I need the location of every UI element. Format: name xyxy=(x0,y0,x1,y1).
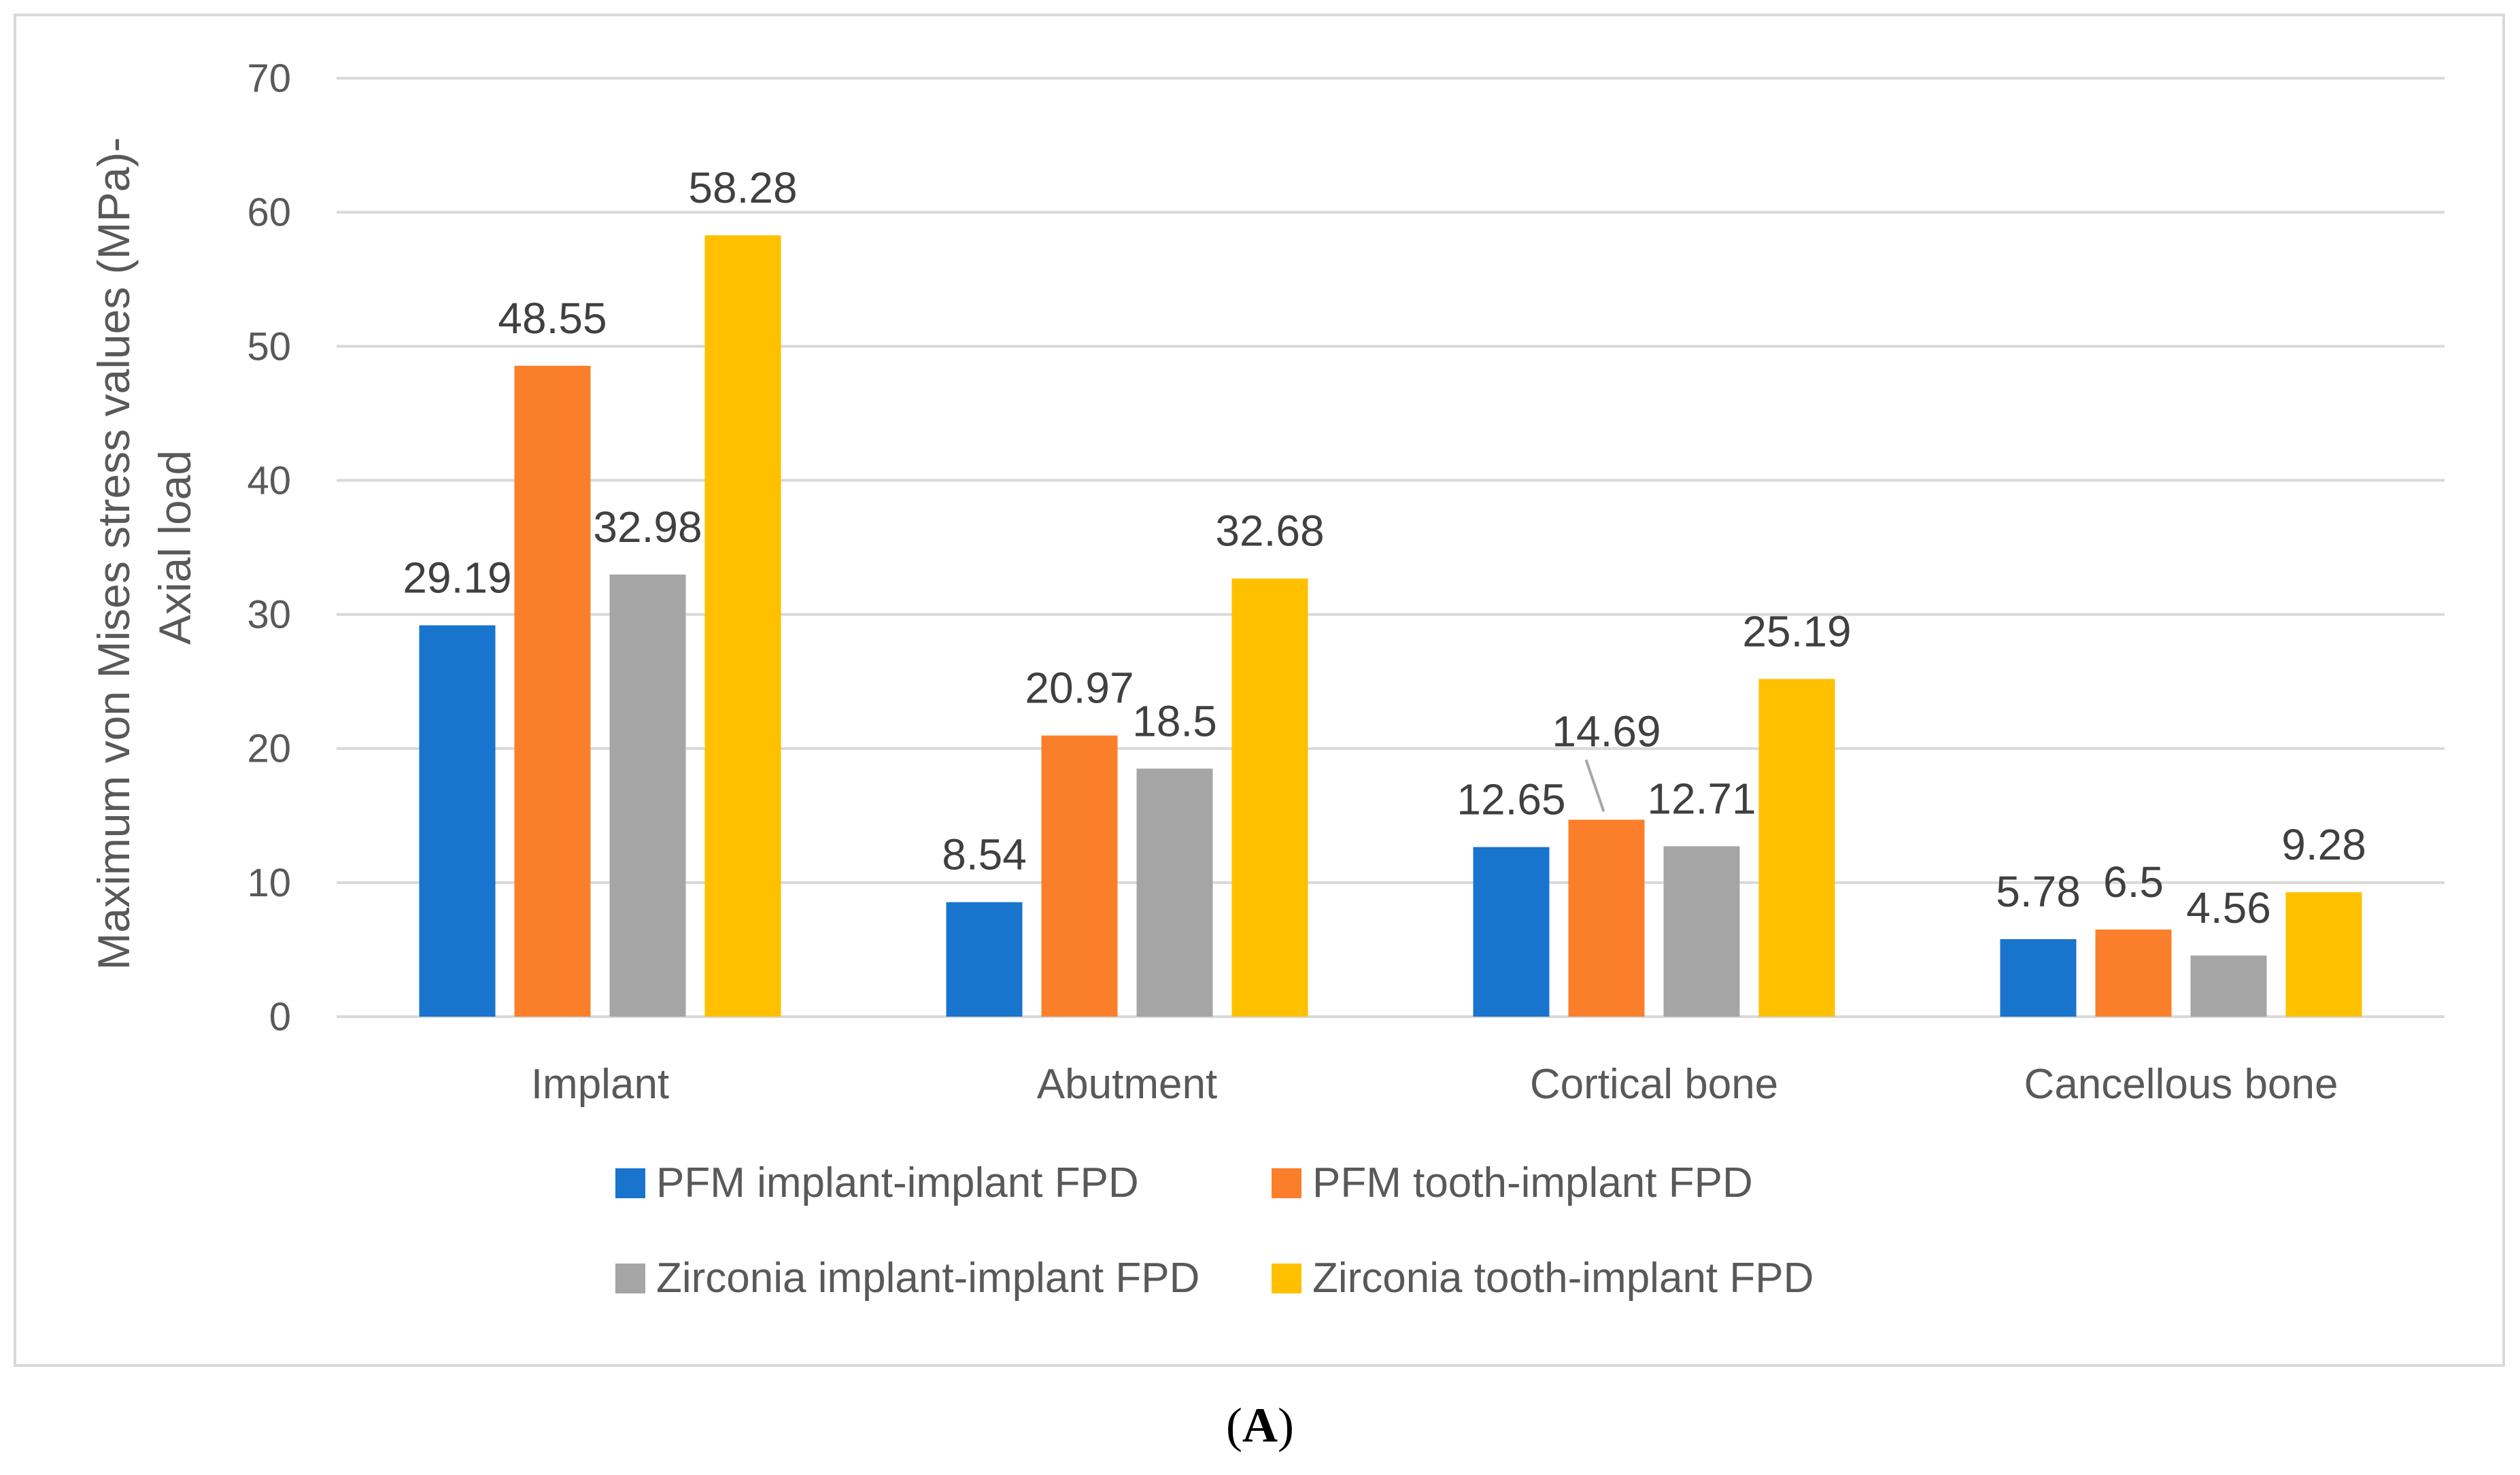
data-label-cortical-bone-series-4: 25.19 xyxy=(1742,607,1851,656)
data-label-implant-series-2: 48.55 xyxy=(498,294,607,343)
y-tick-label-50: 50 xyxy=(247,324,291,369)
gridlines xyxy=(337,77,2445,1018)
legend-label-3: Zirconia implant-implant FPD xyxy=(656,1255,1199,1302)
category-label-cortical-bone: Cortical bone xyxy=(1530,1061,1778,1108)
caption-letter: A xyxy=(1242,1398,1278,1453)
data-label-cancellous-bone-series-3: 4.56 xyxy=(2186,883,2271,932)
bar-abutment-series-4 xyxy=(1231,578,1308,1017)
y-tick-label-30: 30 xyxy=(247,593,291,637)
bar-cortical-bone-series-4 xyxy=(1758,679,1835,1017)
legend-swatch-4 xyxy=(1272,1264,1301,1293)
legend-label-1: PFM implant-implant FPD xyxy=(656,1159,1139,1206)
bar-abutment-series-1 xyxy=(946,902,1023,1017)
legend-swatch-1 xyxy=(615,1168,645,1198)
y-tick-label-70: 70 xyxy=(247,56,291,101)
bar-abutment-series-3 xyxy=(1136,768,1213,1017)
y-axis-title-line-1: Maximum von Mises stress values (MPa)- xyxy=(88,137,139,970)
chart-frame xyxy=(14,14,2505,1367)
y-axis-title-line-2: Axial load xyxy=(150,450,200,645)
data-label-cancellous-bone-series-4: 9.28 xyxy=(2281,820,2366,869)
data-label-abutment-series-2: 20.97 xyxy=(1025,664,1134,713)
bar-implant-series-2 xyxy=(514,365,591,1017)
data-label-cortical-bone-series-2: 14.69 xyxy=(1552,707,1661,756)
bar-cortical-bone-series-1 xyxy=(1473,847,1550,1017)
data-label-abutment-series-3: 18.5 xyxy=(1132,696,1217,745)
bar-implant-series-1 xyxy=(419,625,496,1017)
category-label-cancellous-bone: Cancellous bone xyxy=(2024,1061,2338,1108)
data-label-cortical-bone-series-1: 12.65 xyxy=(1457,775,1565,824)
bar-abutment-series-2 xyxy=(1041,735,1118,1017)
category-label-abutment: Abutment xyxy=(1037,1061,1217,1108)
data-label-cancellous-bone-series-2: 6.5 xyxy=(2103,858,2164,906)
caption-open: ( xyxy=(1226,1398,1242,1453)
y-tick-label-40: 40 xyxy=(247,458,291,503)
legend-swatch-3 xyxy=(615,1264,645,1293)
bar-cancellous-bone-series-4 xyxy=(2285,892,2362,1017)
data-label-abutment-series-1: 8.54 xyxy=(942,830,1027,879)
bar-cancellous-bone-series-1 xyxy=(2000,939,2077,1017)
bar-cortical-bone-series-2 xyxy=(1568,819,1645,1017)
y-axis-ticks: 0 10 20 30 40 50 60 70 xyxy=(247,56,291,1039)
data-label-implant-series-1: 29.19 xyxy=(403,554,511,603)
y-tick-label-10: 10 xyxy=(247,861,291,905)
bar-cancellous-bone-series-3 xyxy=(2190,955,2267,1017)
figure-caption: (A) xyxy=(0,1397,2520,1454)
bar-implant-series-3 xyxy=(609,574,686,1017)
data-label-abutment-series-4: 32.68 xyxy=(1215,507,1324,556)
legend-label-2: PFM tooth-implant FPD xyxy=(1312,1159,1753,1206)
leader-line-cortical-bone-series-2 xyxy=(1584,759,1605,813)
data-label-implant-series-4: 58.28 xyxy=(688,163,797,212)
x-axis-categories: Implant Abutment Cortical bone Cancellous b… xyxy=(531,1061,2338,1108)
data-label-implant-series-3: 32.98 xyxy=(593,503,702,552)
legend-label-4: Zirconia tooth-implant FPD xyxy=(1312,1255,1814,1302)
y-axis-title: Maximum von Mises stress values (MPa)- A… xyxy=(88,124,200,970)
bar-cancellous-bone-series-2 xyxy=(2095,929,2172,1017)
y-tick-label-20: 20 xyxy=(247,727,291,771)
caption-close: ) xyxy=(1278,1398,1294,1453)
legend-swatch-2 xyxy=(1272,1168,1301,1198)
y-tick-label-0: 0 xyxy=(269,995,291,1039)
data-label-cortical-bone-series-3: 12.71 xyxy=(1647,774,1756,823)
y-tick-label-60: 60 xyxy=(247,190,291,235)
legend: PFM implant-implant FPD PFM tooth-implant… xyxy=(615,1159,1814,1302)
category-label-implant: Implant xyxy=(531,1061,669,1108)
data-label-cancellous-bone-series-1: 5.78 xyxy=(1996,867,2081,916)
bar-cortical-bone-series-3 xyxy=(1663,846,1740,1017)
bar-implant-series-4 xyxy=(704,235,781,1017)
bars xyxy=(419,235,2362,1017)
